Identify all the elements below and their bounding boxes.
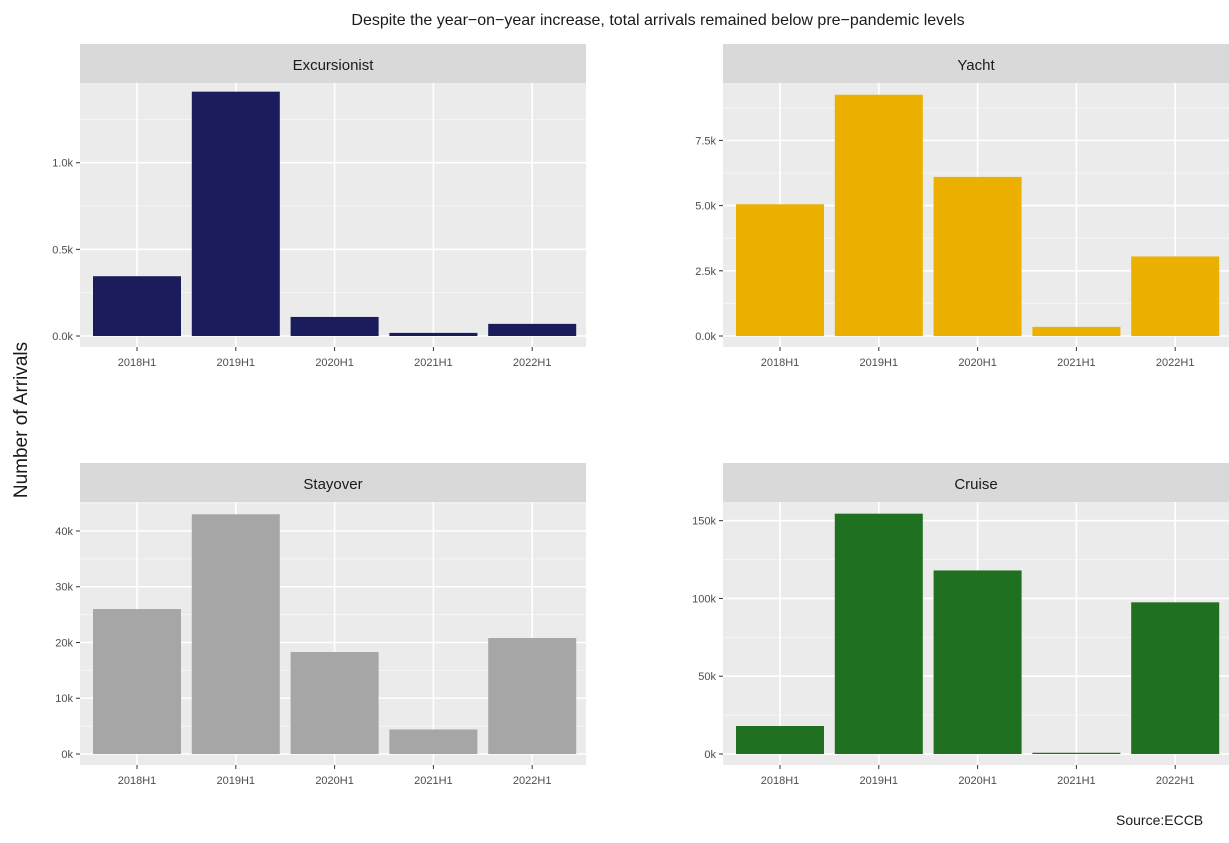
y-tick-label: 0.0k xyxy=(52,331,73,343)
x-tick-label: 2020H1 xyxy=(315,775,354,787)
facet-panel-excursionist: Excursionist 0.0k 0.5k 1.0k 2018H1 2019H1 2020… xyxy=(52,44,586,369)
bar xyxy=(736,204,824,336)
bar xyxy=(933,176,1022,336)
x-tick-label: 2021H1 xyxy=(1057,357,1096,369)
y-tick-label: 20k xyxy=(55,637,73,649)
bar xyxy=(933,570,1022,754)
facet-strip xyxy=(80,44,586,83)
x-tick-label: 2019H1 xyxy=(217,357,256,369)
x-tick-label: 2020H1 xyxy=(315,357,354,369)
x-tick-label: 2018H1 xyxy=(761,775,800,787)
y-tick-label: 0.5k xyxy=(52,244,73,256)
y-tick-label: 50k xyxy=(698,671,716,683)
x-tick-label: 2018H1 xyxy=(761,357,800,369)
y-tick-label: 2.5k xyxy=(695,266,716,278)
y-tick-label: 7.5k xyxy=(695,135,716,147)
facet-strip xyxy=(80,463,586,502)
bar xyxy=(834,94,923,336)
x-tick-label: 2021H1 xyxy=(414,357,453,369)
facet-strip xyxy=(723,44,1229,83)
x-tick-label: 2022H1 xyxy=(513,775,552,787)
bar xyxy=(488,638,577,754)
bar xyxy=(191,514,280,754)
bar xyxy=(1131,602,1220,754)
bar xyxy=(389,729,478,754)
bar xyxy=(488,323,577,336)
facet-strip xyxy=(723,463,1229,502)
x-tick-label: 2019H1 xyxy=(860,357,899,369)
chart-title: Despite the year−on−year increase, total… xyxy=(351,12,965,29)
bar xyxy=(93,276,181,336)
bar xyxy=(290,316,379,336)
y-tick-label: 0k xyxy=(704,749,716,761)
bar xyxy=(389,332,478,336)
facet-panel-yacht: Yacht 0.0k 2.5k 5.0k 7.5k 2018H1 2019H1 2020H1 2… xyxy=(695,44,1229,369)
x-tick-label: 2019H1 xyxy=(217,775,256,787)
bar xyxy=(1131,256,1220,336)
y-tick-label: 150k xyxy=(692,516,716,528)
bar xyxy=(93,609,181,754)
bar xyxy=(1032,326,1121,336)
bar xyxy=(191,91,280,336)
bar xyxy=(736,726,824,754)
source-caption: Source:ECCB xyxy=(1116,812,1204,828)
x-tick-label: 2018H1 xyxy=(118,357,157,369)
y-tick-label: 40k xyxy=(55,526,73,538)
facet-strip-label: Cruise xyxy=(954,476,997,493)
x-tick-label: 2020H1 xyxy=(958,357,997,369)
y-tick-label: 5.0k xyxy=(695,201,716,213)
x-tick-label: 2021H1 xyxy=(1057,775,1096,787)
facet-panel-stayover: Stayover 0k 10k 20k 30k 40k 2018H1 2019H1 2020H1… xyxy=(55,463,586,787)
bar xyxy=(1032,752,1121,754)
y-tick-label: 0k xyxy=(61,749,73,761)
x-tick-label: 2019H1 xyxy=(860,775,899,787)
y-tick-label: 1.0k xyxy=(52,158,73,170)
x-tick-label: 2018H1 xyxy=(118,775,157,787)
bar xyxy=(834,513,923,754)
facet-strip-label: Yacht xyxy=(957,57,995,74)
bar xyxy=(290,651,379,754)
facet-strip-label: Excursionist xyxy=(293,57,375,74)
y-tick-label: 0.0k xyxy=(695,331,716,343)
x-tick-label: 2022H1 xyxy=(1156,357,1195,369)
y-tick-label: 30k xyxy=(55,582,73,594)
x-tick-label: 2020H1 xyxy=(958,775,997,787)
y-tick-label: 10k xyxy=(55,693,73,705)
x-tick-label: 2022H1 xyxy=(1156,775,1195,787)
x-tick-label: 2021H1 xyxy=(414,775,453,787)
y-tick-label: 100k xyxy=(692,593,716,605)
facet-strip-label: Stayover xyxy=(303,476,362,493)
facet-panel-cruise: Cruise 0k 50k 100k 150k 2018H1 2019H1 2020H1 202… xyxy=(692,463,1229,787)
x-tick-label: 2022H1 xyxy=(513,357,552,369)
